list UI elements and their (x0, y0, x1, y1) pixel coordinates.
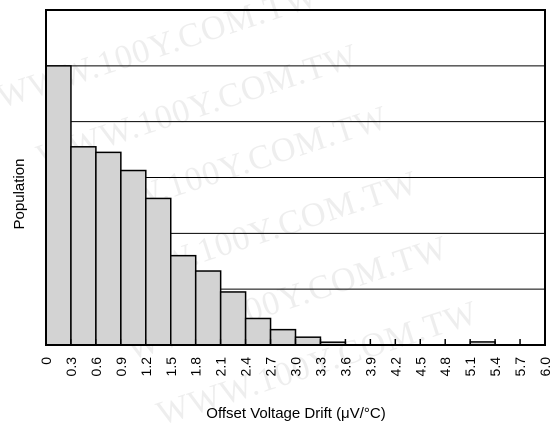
histogram-bar (294, 336, 322, 346)
x-axis-ticks (45, 339, 546, 345)
x-tick-label: 2.7 (263, 357, 279, 377)
x-tick-label: 4.2 (387, 357, 403, 377)
x-tick-label: 2.1 (213, 357, 229, 377)
histogram-bar (95, 151, 122, 346)
histogram-bar (145, 197, 172, 346)
histogram-bar (244, 317, 272, 346)
x-tick-label: 1.8 (188, 357, 204, 377)
x-tick-label: 0.9 (113, 357, 129, 377)
histogram-bar (219, 291, 247, 346)
x-tick-label: 5.1 (462, 357, 478, 377)
x-axis-label: Offset Voltage Drift (μV/°C) (206, 405, 385, 422)
x-tick-label: 5.4 (487, 357, 503, 377)
x-tick-label: 0.6 (88, 357, 104, 377)
x-tick-label: 6.0 (537, 357, 553, 377)
histogram-bar (269, 328, 297, 346)
histogram-bar (170, 254, 197, 346)
x-tick-label: 3.3 (312, 357, 328, 377)
x-tick-label: 2.4 (238, 357, 254, 377)
x-tick-label: 1.2 (138, 357, 154, 377)
bars (45, 65, 496, 346)
y-axis-label: Population (11, 159, 28, 230)
histogram-bar (70, 146, 97, 346)
histogram-bar (194, 270, 222, 346)
x-tick-label: 1.5 (163, 357, 179, 377)
x-tick-label: 3.6 (337, 357, 353, 377)
x-tick-label: 5.7 (512, 357, 528, 377)
x-tick-label: 0.3 (63, 357, 79, 377)
x-tick-label: 3.9 (362, 357, 378, 377)
histogram-bar (120, 169, 147, 346)
x-tick-label: 0 (38, 357, 54, 365)
x-tick-label: 4.5 (412, 357, 428, 377)
x-axis-tick-labels: 0 0.3 0.6 0.9 1.2 1.5 1.8 2.1 2.4 2.7 3.0 3.3 3.6 3.9… (38, 357, 553, 377)
x-tick-label: 3.0 (288, 357, 304, 377)
x-tick-label: 4.8 (437, 357, 453, 377)
histogram-bar (45, 65, 72, 346)
